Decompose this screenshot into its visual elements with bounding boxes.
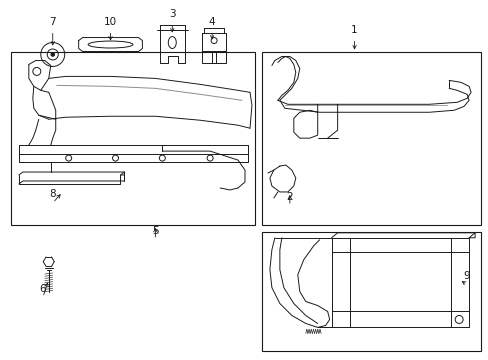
Text: 5: 5	[152, 226, 158, 236]
Text: 10: 10	[104, 17, 117, 27]
Text: 1: 1	[350, 24, 357, 35]
Text: 3: 3	[169, 9, 175, 19]
Text: 2: 2	[286, 192, 292, 202]
Text: 7: 7	[49, 17, 56, 27]
Circle shape	[51, 53, 55, 56]
Bar	[11, 53, 254, 225]
Bar	[262, 53, 480, 225]
Text: 6: 6	[40, 284, 46, 293]
Text: 9: 9	[463, 271, 469, 280]
Text: 8: 8	[49, 189, 56, 199]
Bar	[262, 232, 480, 351]
Text: 4: 4	[208, 17, 215, 27]
